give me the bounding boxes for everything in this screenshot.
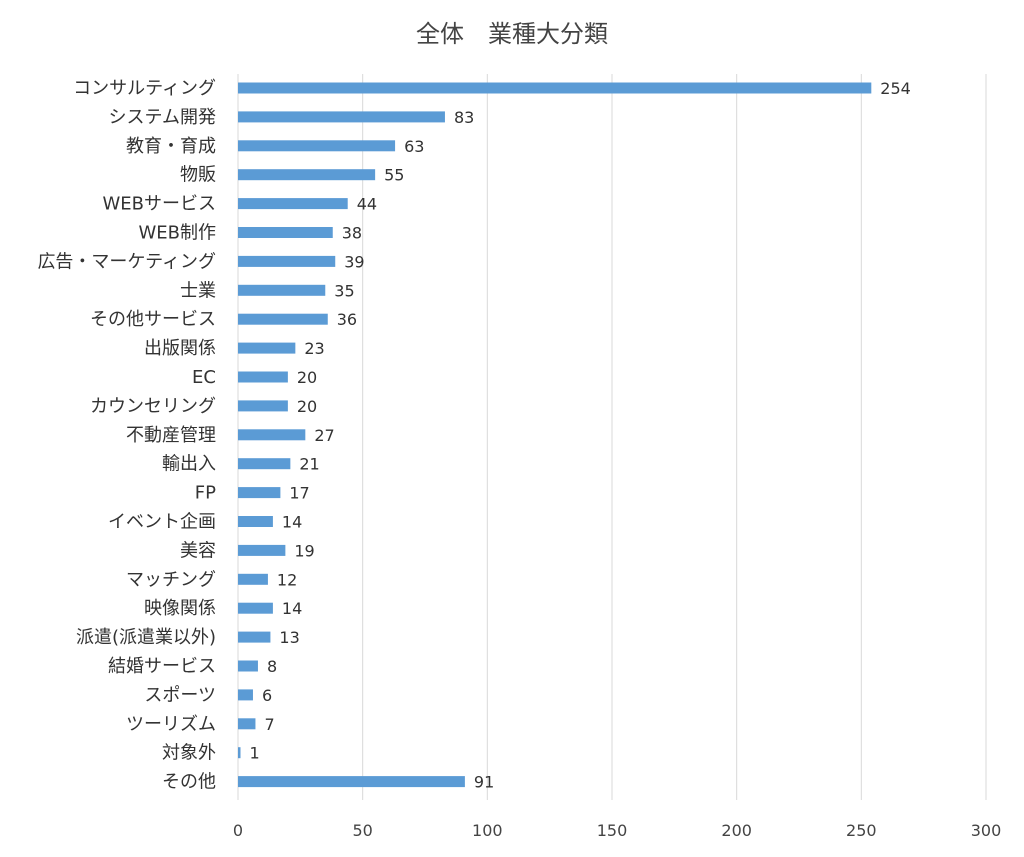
data-label: 91 [474, 773, 494, 792]
data-label: 35 [334, 281, 354, 300]
bar [238, 429, 306, 441]
data-label: 23 [304, 339, 324, 358]
category-label: WEBサービス [102, 194, 216, 215]
data-label: 14 [282, 599, 302, 618]
bar [238, 660, 258, 672]
x-tick-label: 200 [721, 821, 752, 840]
category-label: 美容 [180, 540, 216, 561]
bar [238, 602, 273, 614]
category-label: 出版関係 [144, 338, 216, 359]
data-label: 83 [454, 108, 474, 127]
bar [238, 573, 268, 585]
bar [238, 487, 281, 499]
data-label: 14 [282, 513, 302, 532]
data-label: 13 [279, 628, 299, 647]
bar [238, 516, 273, 527]
grid-lines [237, 74, 987, 800]
bar [238, 169, 376, 181]
category-label: 結婚サービス [108, 656, 216, 677]
category-label: スポーツ [144, 685, 216, 706]
category-label: ツーリズム [126, 714, 216, 735]
bar [238, 400, 288, 412]
data-label: 39 [344, 252, 364, 271]
data-label: 55 [384, 166, 404, 185]
data-label: 36 [337, 310, 357, 329]
data-label: 20 [297, 397, 317, 416]
bar [238, 747, 241, 759]
data-label: 7 [264, 715, 274, 734]
bar [238, 227, 333, 238]
category-label: WEB制作 [138, 223, 216, 244]
category-label: マッチング [126, 569, 216, 590]
category-label: その他 [162, 772, 216, 793]
category-label: その他サービス [90, 309, 216, 330]
bar [238, 342, 296, 354]
category-label: 教育・育成 [126, 136, 216, 157]
data-label: 8 [267, 657, 277, 676]
data-label: 6 [262, 686, 272, 705]
x-tick-label: 100 [472, 821, 503, 840]
bar [238, 198, 348, 210]
data-label: 19 [294, 541, 314, 560]
bar [238, 140, 396, 152]
bars [238, 82, 872, 788]
category-label: 派遣(派遣業以外) [76, 627, 216, 648]
data-label: 44 [357, 195, 377, 214]
x-axis-ticks: 0 50 100 150 200 250 300 [233, 821, 1001, 840]
data-label: 20 [297, 368, 317, 387]
category-label: 士業 [180, 280, 216, 301]
data-label: 17 [289, 484, 309, 503]
data-label: 254 [880, 79, 911, 98]
x-tick-label: 150 [597, 821, 628, 840]
bar [238, 776, 465, 788]
category-label: 輸出入 [162, 454, 216, 475]
bar [238, 313, 328, 325]
category-label: 広告・マーケティング [37, 251, 216, 272]
x-tick-label: 300 [971, 821, 1002, 840]
bar [238, 631, 271, 643]
data-label: 12 [277, 570, 297, 589]
data-label: 38 [342, 224, 362, 243]
category-label: 不動産管理 [126, 425, 216, 446]
x-tick-label: 250 [846, 821, 877, 840]
bar [238, 718, 256, 730]
bar [238, 689, 253, 701]
bar [238, 284, 326, 296]
bar [238, 544, 286, 556]
bar [238, 371, 288, 383]
data-label: 63 [404, 137, 424, 156]
bar [238, 458, 291, 470]
category-label: EC [192, 367, 216, 388]
category-label: FP [195, 483, 216, 504]
category-label: 対象外 [162, 743, 216, 764]
category-label: 映像関係 [144, 598, 216, 619]
bar [238, 111, 445, 123]
category-label: コンサルティング [73, 78, 216, 99]
data-label: 27 [314, 426, 334, 445]
category-label: イベント企画 [108, 512, 216, 533]
data-label: 1 [249, 744, 259, 763]
x-tick-label: 50 [352, 821, 372, 840]
category-label: カウンセリング [90, 396, 216, 417]
chart-title: 全体 業種大分類 [416, 20, 608, 48]
category-label: 物販 [180, 165, 216, 186]
x-tick-label: 0 [233, 821, 243, 840]
bar [238, 82, 872, 94]
data-label: 21 [299, 455, 319, 474]
category-label: システム開発 [109, 107, 216, 128]
bar [238, 255, 336, 267]
